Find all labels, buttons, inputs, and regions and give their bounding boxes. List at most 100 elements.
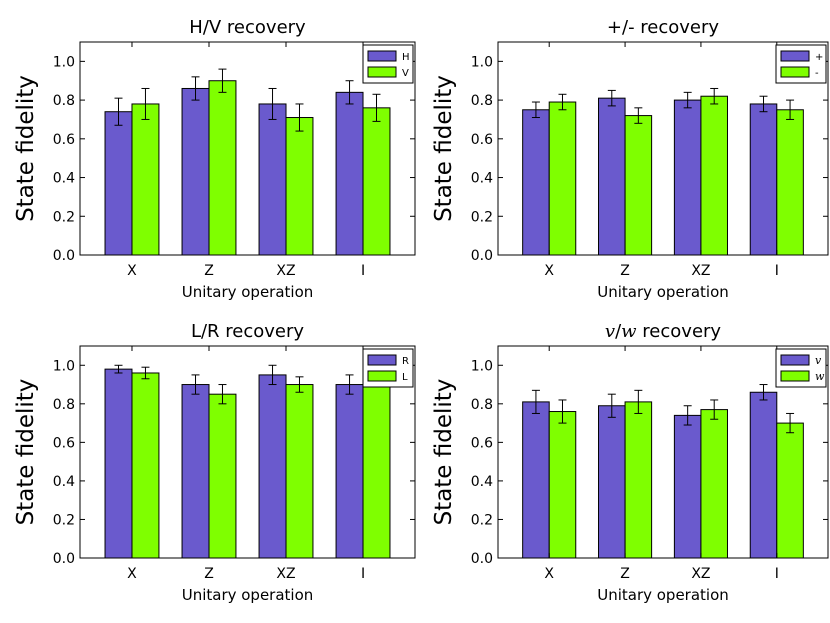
y-tick-label: 0.2: [471, 209, 493, 225]
bar-H-Z: [181, 87, 210, 256]
x-tick-label: Z: [620, 566, 630, 582]
legend-label-L: L: [402, 372, 408, 383]
bar-V-I: [362, 107, 391, 256]
y-tick-label: 0.0: [53, 551, 75, 567]
y-tick-label: 1.0: [53, 358, 75, 374]
y-tick-label: 0.2: [53, 512, 75, 528]
y-tick-label: 0.8: [471, 93, 493, 109]
x-tick-label: I: [775, 263, 779, 279]
bar-w-XZ: [700, 409, 728, 559]
y-tick-label: 0.6: [471, 132, 493, 148]
legend-label-w: w: [815, 370, 825, 383]
legend: RL: [362, 348, 414, 388]
bar-V-XZ: [285, 117, 314, 256]
legend-label-+: +: [815, 52, 823, 63]
y-tick-label: 0.4: [53, 171, 75, 187]
legend: HV: [362, 44, 414, 84]
bar-+-X: [522, 109, 550, 256]
plot-frame: [79, 345, 416, 559]
legend-swatch--: [780, 66, 810, 78]
chart-title: v/w recovery: [605, 321, 722, 342]
plot-frame: [497, 345, 829, 559]
y-tick-label: 0.4: [471, 474, 493, 490]
x-tick-label: X: [544, 566, 554, 582]
y-tick-label: 0.8: [53, 397, 75, 413]
x-axis-label: Unitary operation: [182, 586, 314, 604]
bar-H-X: [104, 111, 133, 256]
plot-frame: [497, 41, 829, 256]
x-tick-label: Z: [204, 566, 214, 582]
legend-swatch-R: [367, 354, 397, 366]
legend-swatch-v: [780, 354, 810, 366]
y-axis-label: State fidelity: [13, 379, 39, 526]
bar-L-Z: [208, 393, 237, 559]
y-tick-label: 0.4: [53, 474, 75, 490]
chart-title: L/R recovery: [191, 321, 304, 342]
y-tick-label: 0.2: [53, 209, 75, 225]
legend-label-H: H: [402, 52, 410, 63]
y-tick-label: 1.0: [53, 54, 75, 70]
bar-L-XZ: [285, 384, 314, 559]
x-tick-label: Z: [204, 263, 214, 279]
bar-+-XZ: [673, 99, 702, 256]
bar-v-X: [522, 401, 550, 559]
x-tick-label: XZ: [691, 566, 710, 582]
x-tick-label: X: [127, 566, 137, 582]
legend-label--: -: [815, 68, 819, 79]
bar-+-I: [749, 103, 778, 256]
x-tick-label: I: [361, 566, 365, 582]
legend: vw: [775, 348, 827, 388]
x-tick-label: I: [775, 566, 779, 582]
bar-w-I: [776, 422, 804, 559]
legend-swatch-+: [780, 50, 810, 62]
x-tick-label: I: [361, 263, 365, 279]
bar-R-X: [104, 368, 133, 559]
bar-v-Z: [598, 405, 626, 559]
bar-R-I: [335, 384, 364, 559]
x-tick-label: X: [544, 263, 554, 279]
legend-swatch-w: [780, 370, 810, 382]
y-tick-label: 1.0: [471, 54, 493, 70]
y-tick-label: 0.8: [471, 397, 493, 413]
y-tick-label: 0.6: [53, 435, 75, 451]
y-tick-label: 0.2: [471, 512, 493, 528]
y-tick-label: 1.0: [471, 358, 493, 374]
y-tick-label: 0.4: [471, 171, 493, 187]
bar---X: [548, 101, 577, 256]
bar-H-XZ: [258, 103, 287, 256]
legend-label-R: R: [402, 356, 409, 367]
y-tick-label: 0.0: [471, 248, 493, 264]
chart-title: H/V recovery: [189, 17, 306, 38]
bar---I: [776, 109, 804, 256]
y-axis-label: State fidelity: [13, 75, 39, 222]
x-tick-label: Z: [620, 263, 630, 279]
y-tick-label: 0.0: [471, 551, 493, 567]
plot-frame: [79, 41, 416, 256]
y-tick-label: 0.6: [53, 132, 75, 148]
bar-v-XZ: [673, 414, 702, 559]
y-tick-label: 0.8: [53, 93, 75, 109]
bar-R-XZ: [258, 374, 287, 559]
bar-H-I: [335, 91, 364, 256]
bar-V-Z: [208, 80, 237, 256]
legend-swatch-L: [367, 370, 397, 382]
bar---XZ: [700, 95, 728, 256]
legend: +-: [775, 44, 827, 84]
x-tick-label: XZ: [691, 263, 710, 279]
bar-+-Z: [598, 97, 626, 256]
legend-label-V: V: [402, 68, 409, 79]
legend-label-v: v: [815, 354, 822, 367]
y-tick-label: 0.0: [53, 248, 75, 264]
x-tick-label: XZ: [276, 566, 295, 582]
y-tick-label: 0.6: [471, 435, 493, 451]
chart-title: +/- recovery: [607, 17, 719, 38]
bar-w-Z: [624, 401, 653, 559]
y-axis-label: State fidelity: [431, 379, 457, 526]
x-axis-label: Unitary operation: [182, 283, 314, 301]
x-axis-label: Unitary operation: [597, 283, 729, 301]
legend-swatch-H: [367, 50, 397, 62]
x-tick-label: XZ: [276, 263, 295, 279]
